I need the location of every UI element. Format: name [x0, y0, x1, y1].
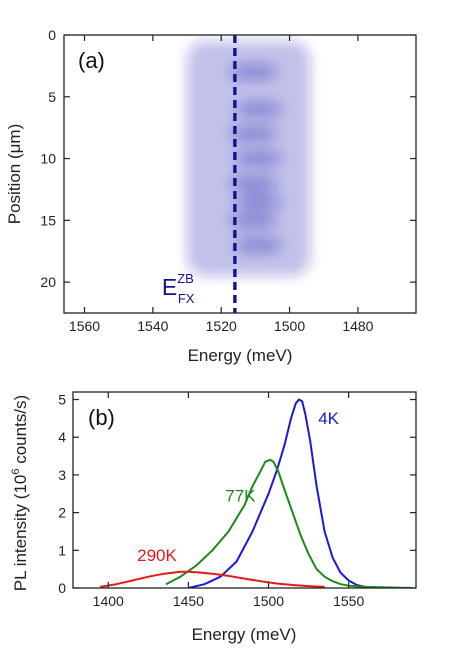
marker-label-sub: FX — [178, 291, 195, 306]
y-tick-label: 0 — [58, 580, 66, 596]
x-tick-label: 1500 — [253, 593, 284, 609]
bright-row — [234, 236, 283, 255]
bright-row — [229, 124, 278, 143]
y-tick-label: 4 — [58, 429, 66, 445]
y-tick-label: 1 — [58, 542, 66, 558]
panel-a-x-axis-label: Energy (meV) — [188, 346, 293, 365]
x-tick-label: 1500 — [274, 318, 305, 334]
panel-b-line-chart: 1400 1450 1500 1550 0 1 2 3 4 5 4K 77K 290K (b) En… — [10, 391, 417, 644]
x-tick-label: 1480 — [342, 318, 373, 334]
marker-label-main: E — [162, 274, 177, 300]
bright-row — [229, 174, 278, 193]
y-tick-label: 15 — [40, 212, 56, 228]
series-line-77k — [165, 458, 413, 588]
bright-row — [234, 192, 283, 211]
panel-b-x-axis-label: Energy (meV) — [192, 625, 297, 644]
panel-a-y-axis-label: Position (μm) — [5, 124, 24, 224]
panel-a-frame — [63, 34, 417, 314]
zb-fx-marker-label: EZB — [162, 271, 194, 300]
y-tick-label: 10 — [40, 151, 56, 167]
panel-b-frame — [72, 391, 417, 589]
series-line-4k — [188, 398, 373, 588]
y-tick-label: 2 — [58, 505, 66, 521]
series-label-4k: 4K — [318, 409, 339, 428]
y-tick-label: 20 — [40, 274, 56, 290]
panel-a-x-ticks: 1560 1540 1520 1500 1480 — [69, 35, 374, 334]
panel-b-series-labels: 4K 77K 290K — [137, 409, 340, 565]
x-tick-label: 1450 — [173, 593, 204, 609]
emission-blob — [187, 41, 311, 276]
x-tick-label: 1400 — [93, 593, 124, 609]
series-line-290k — [100, 570, 325, 588]
x-tick-label: 1520 — [206, 318, 237, 334]
y-tick-label: 5 — [58, 392, 66, 408]
bright-row — [229, 63, 278, 82]
panel-b-label: (b) — [88, 405, 115, 430]
y-tick-label: 0 — [48, 27, 56, 43]
panel-a-y-ticks: 0 5 10 15 20 — [40, 27, 416, 290]
panel-b-y-axis-label: PL intensity (106 counts/s) — [10, 395, 30, 591]
emission-heatmap — [187, 41, 311, 276]
panel-b-x-ticks: 1400 1450 1500 1550 — [93, 392, 364, 609]
y-tick-label: 3 — [58, 467, 66, 483]
marker-label-sup: ZB — [177, 271, 194, 286]
y-tick-label: 5 — [48, 89, 56, 105]
bright-row — [234, 100, 283, 119]
bright-row — [229, 211, 278, 230]
series-label-77k: 77K — [225, 486, 256, 505]
series-label-290k: 290K — [137, 546, 177, 565]
panel-a-label: (a) — [78, 48, 105, 73]
bright-row — [234, 149, 283, 168]
x-tick-label: 1560 — [69, 318, 100, 334]
x-tick-label: 1540 — [137, 318, 168, 334]
x-tick-label: 1550 — [333, 593, 364, 609]
panel-b-y-ticks: 0 1 2 3 4 5 — [58, 392, 416, 596]
